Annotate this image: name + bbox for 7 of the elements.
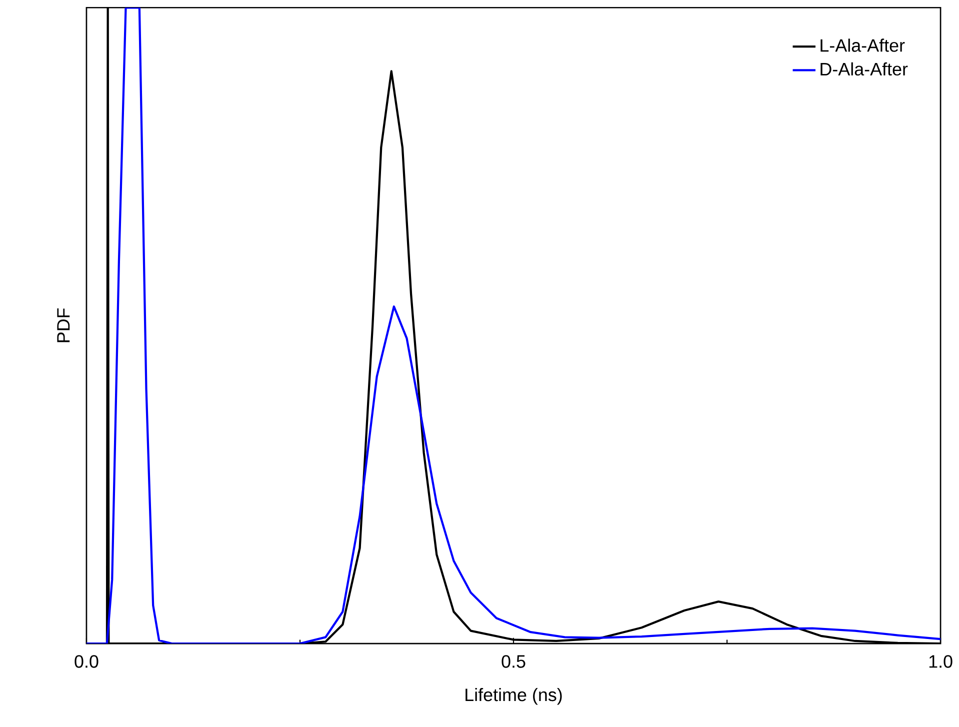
- x-tick-label: 0.5: [502, 654, 526, 668]
- legend-label: D-Ala-After: [820, 62, 908, 76]
- x-tick-label: 0.0: [74, 654, 98, 668]
- legend-label: L-Ala-After: [820, 38, 905, 52]
- x-tick-label: 1.0: [929, 654, 952, 668]
- x-axis-title: Lifetime (ns): [466, 688, 562, 705]
- y-axis-title: PDF: [57, 308, 70, 342]
